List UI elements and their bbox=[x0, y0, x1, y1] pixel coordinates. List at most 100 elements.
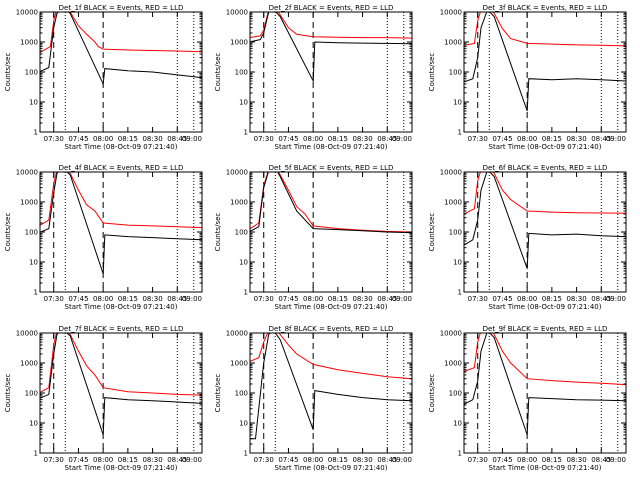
x-tick-label: 07:30 bbox=[44, 135, 64, 143]
y-tick-label: 1 bbox=[244, 450, 248, 458]
y-tick-label: 100 bbox=[25, 229, 38, 237]
x-tick-label: 08:00 bbox=[303, 456, 323, 464]
chart-title: Det_2f BLACK = Events, RED = LLD bbox=[269, 4, 394, 12]
series-line bbox=[40, 172, 202, 229]
x-tick-label: 07:45 bbox=[68, 295, 88, 303]
y-tick-label: 1000 bbox=[444, 199, 462, 207]
y-tick-label: 1000 bbox=[20, 39, 38, 47]
x-tick-label: 07:45 bbox=[492, 295, 512, 303]
y-tick-label: 1 bbox=[34, 450, 38, 458]
x-tick-label: 08:15 bbox=[328, 295, 348, 303]
y-tick-label: 1000 bbox=[444, 39, 462, 47]
y-tick-label: 10 bbox=[29, 420, 38, 428]
chart-panel: Det_7f BLACK = Events, RED = LLD 1 10 100 10… bbox=[4, 325, 203, 472]
x-tick-label: 08:45 bbox=[377, 456, 397, 464]
x-tick-label: 07:30 bbox=[44, 295, 64, 303]
series-line bbox=[464, 12, 626, 47]
x-tick-label: 07:45 bbox=[68, 135, 88, 143]
y-tick-label: 1000 bbox=[230, 360, 248, 368]
x-tick-label: 08:00 bbox=[303, 295, 323, 303]
x-tick-label: 08:45 bbox=[167, 135, 187, 143]
x-tick-label: 07:45 bbox=[278, 456, 298, 464]
x-tick-label: 08:30 bbox=[352, 135, 372, 143]
series-line bbox=[250, 12, 412, 39]
y-tick-label: 10000 bbox=[440, 9, 462, 17]
y-tick-label: 100 bbox=[449, 69, 462, 77]
x-tick-label: 09:00 bbox=[392, 135, 412, 143]
x-tick-label: 08:30 bbox=[142, 295, 162, 303]
x-tick-label: 08:30 bbox=[566, 295, 586, 303]
x-tick-label: 08:30 bbox=[566, 135, 586, 143]
x-tick-label: 08:15 bbox=[118, 456, 138, 464]
chart-panel: Det_5f BLACK = Events, RED = LLD 1 10 100 10… bbox=[214, 164, 413, 311]
series-line bbox=[464, 333, 626, 386]
y-tick-label: 1 bbox=[34, 129, 38, 137]
series-line bbox=[464, 172, 626, 215]
x-tick-label: 07:45 bbox=[278, 135, 298, 143]
x-tick-label: 08:00 bbox=[517, 295, 537, 303]
chart-title: Det_9f BLACK = Events, RED = LLD bbox=[483, 325, 608, 333]
y-axis-label: Counts/sec bbox=[4, 53, 12, 92]
x-tick-label: 07:30 bbox=[254, 135, 274, 143]
x-axis-label: Start Time (08-Oct-09 07:21:40) bbox=[275, 303, 388, 311]
y-axis-label: Counts/sec bbox=[428, 374, 436, 413]
series-line bbox=[40, 333, 202, 436]
x-tick-label: 08:15 bbox=[542, 135, 562, 143]
chart-title: Det_7f BLACK = Events, RED = LLD bbox=[59, 325, 184, 333]
x-tick-label: 07:45 bbox=[492, 456, 512, 464]
y-tick-label: 10000 bbox=[226, 169, 248, 177]
x-tick-label: 08:45 bbox=[591, 295, 611, 303]
y-tick-label: 10 bbox=[29, 99, 38, 107]
chart-panel: Det_2f BLACK = Events, RED = LLD 1 10 100 10… bbox=[214, 4, 413, 151]
x-axis-label: Start Time (08-Oct-09 07:21:40) bbox=[489, 143, 602, 151]
y-tick-label: 1 bbox=[458, 289, 462, 297]
y-tick-label: 100 bbox=[25, 390, 38, 398]
y-tick-label: 1 bbox=[34, 289, 38, 297]
x-axis-label: Start Time (08-Oct-09 07:21:40) bbox=[65, 303, 178, 311]
x-tick-label: 08:30 bbox=[142, 135, 162, 143]
chart-panel: Det_4f BLACK = Events, RED = LLD 1 10 100 10… bbox=[4, 164, 203, 311]
x-tick-label: 07:30 bbox=[468, 456, 488, 464]
x-axis-label: Start Time (08-Oct-09 07:21:40) bbox=[275, 464, 388, 472]
y-tick-label: 100 bbox=[449, 229, 462, 237]
x-tick-label: 08:15 bbox=[328, 456, 348, 464]
y-tick-label: 10000 bbox=[16, 9, 38, 17]
x-tick-label: 08:00 bbox=[93, 456, 113, 464]
y-tick-label: 1000 bbox=[20, 360, 38, 368]
series-line bbox=[464, 172, 626, 269]
chart-title: Det_4f BLACK = Events, RED = LLD bbox=[59, 164, 184, 172]
chart-title: Det_5f BLACK = Events, RED = LLD bbox=[269, 164, 394, 172]
y-tick-label: 10000 bbox=[440, 169, 462, 177]
x-tick-label: 08:30 bbox=[142, 456, 162, 464]
y-axis-label: Counts/sec bbox=[428, 213, 436, 252]
y-tick-label: 10 bbox=[453, 99, 462, 107]
chart-title: Det_1f BLACK = Events, RED = LLD bbox=[59, 4, 184, 12]
x-tick-label: 08:15 bbox=[542, 456, 562, 464]
y-tick-label: 100 bbox=[25, 69, 38, 77]
y-tick-label: 10 bbox=[239, 99, 248, 107]
y-tick-label: 10000 bbox=[440, 330, 462, 338]
chart-title: Det_3f BLACK = Events, RED = LLD bbox=[483, 4, 608, 12]
x-tick-label: 08:45 bbox=[377, 295, 397, 303]
x-tick-label: 08:15 bbox=[328, 135, 348, 143]
y-tick-label: 10000 bbox=[16, 169, 38, 177]
chart-title: Det_6f BLACK = Events, RED = LLD bbox=[483, 164, 608, 172]
series-line bbox=[40, 12, 202, 86]
x-tick-label: 09:00 bbox=[606, 135, 626, 143]
y-tick-label: 100 bbox=[235, 229, 248, 237]
x-tick-label: 07:30 bbox=[254, 295, 274, 303]
y-tick-label: 100 bbox=[235, 69, 248, 77]
x-tick-label: 08:15 bbox=[118, 295, 138, 303]
x-tick-label: 07:45 bbox=[278, 295, 298, 303]
x-tick-label: 08:45 bbox=[591, 135, 611, 143]
x-tick-label: 09:00 bbox=[182, 295, 202, 303]
y-tick-label: 10 bbox=[453, 259, 462, 267]
x-axis-label: Start Time (08-Oct-09 07:21:40) bbox=[275, 143, 388, 151]
series-line bbox=[250, 333, 412, 380]
series-line bbox=[40, 172, 202, 275]
x-tick-label: 08:00 bbox=[517, 135, 537, 143]
x-tick-label: 08:00 bbox=[93, 295, 113, 303]
chart-panel: Det_1f BLACK = Events, RED = LLD 1 10 100 10… bbox=[4, 4, 203, 151]
series-line bbox=[250, 172, 412, 233]
